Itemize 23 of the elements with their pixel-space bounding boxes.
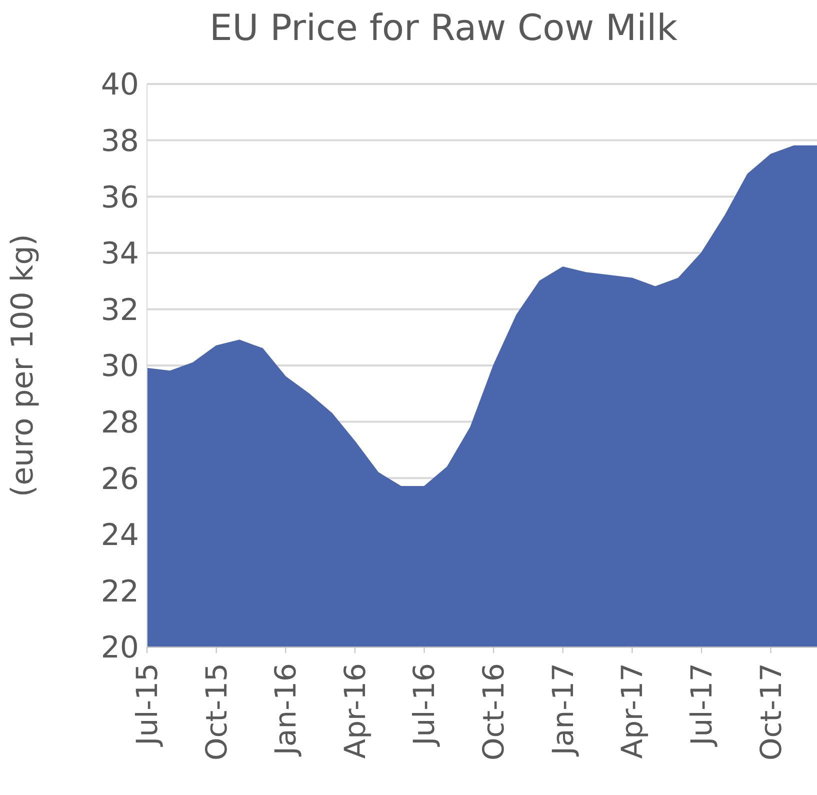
y-tick-label: 38 bbox=[100, 124, 139, 159]
y-tick-label: 40 bbox=[100, 68, 139, 103]
x-tick-label: Jul-17 bbox=[684, 663, 718, 748]
y-tick-label: 36 bbox=[100, 180, 139, 216]
x-tick-label: Jul-16 bbox=[407, 663, 442, 748]
x-tick-label: Apr-17 bbox=[615, 663, 650, 759]
y-tick-label: 20 bbox=[100, 630, 139, 666]
x-tick-label: Oct-17 bbox=[754, 663, 788, 761]
y-tick-label: 24 bbox=[100, 518, 139, 554]
y-tick-label: 22 bbox=[100, 574, 139, 610]
x-tick-label: Apr-16 bbox=[338, 663, 372, 759]
x-tick-label: Oct-15 bbox=[199, 663, 234, 761]
chart-title: EU Price for Raw Cow Milk bbox=[208, 7, 678, 51]
y-tick-label: 34 bbox=[100, 236, 139, 272]
x-tick-label: Jul-15 bbox=[130, 663, 164, 748]
x-tick-label: Oct-16 bbox=[476, 663, 511, 761]
y-tick-label: 26 bbox=[100, 462, 139, 497]
y-axis-title: (euro per 100 kg) bbox=[6, 234, 41, 498]
y-tick-label: 32 bbox=[100, 292, 139, 328]
x-tick-label: Jan-16 bbox=[268, 663, 303, 758]
y-tick-label: 28 bbox=[100, 405, 139, 440]
x-tick-label: Jan-17 bbox=[546, 663, 580, 758]
y-tick-label: 30 bbox=[100, 349, 139, 384]
